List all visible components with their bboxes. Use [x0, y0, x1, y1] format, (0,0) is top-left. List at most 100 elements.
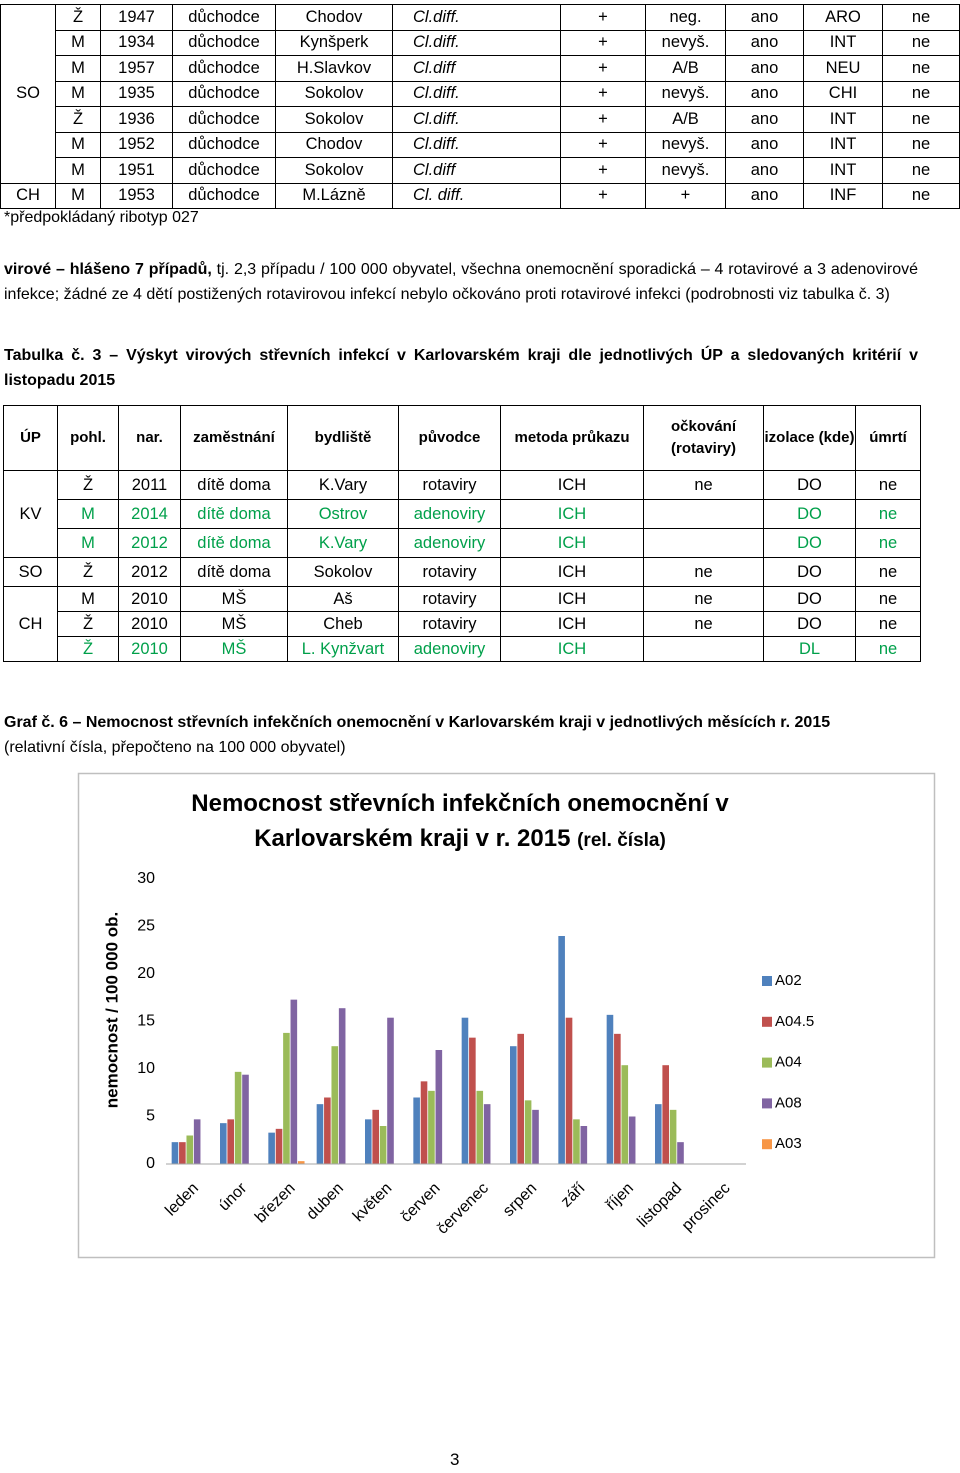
table-cell: ano	[725, 106, 804, 133]
bar	[435, 1050, 443, 1164]
chart-subtitle: (rel. čísla)	[577, 830, 666, 851]
bar	[179, 1142, 186, 1164]
legend-swatch	[762, 1057, 772, 1068]
table-cell: 1951	[100, 157, 173, 184]
legend-label: A04	[775, 1054, 802, 1071]
table-cell: ICH	[500, 528, 644, 558]
header-cell: očkování (rotaviry)	[643, 405, 764, 471]
bar	[614, 1033, 621, 1164]
y-tick-label: 15	[137, 1013, 155, 1030]
x-tick-label: únor	[216, 1179, 251, 1214]
table-cell: INT	[803, 131, 883, 158]
header-cell: úmrtí	[855, 405, 921, 471]
table-cell: ne	[855, 586, 921, 612]
table-row: M 1935 důchodce Sokolov Cl.diff. + nevyš. ano CH…	[1, 80, 960, 107]
table-row: Ž 2010 MŠ Cheb rotaviry ICH ne DO ne	[4, 611, 921, 637]
x-tick-label: duben	[303, 1180, 346, 1223]
table-cell: Ž	[55, 4, 101, 31]
x-tick-label: listopad	[634, 1180, 685, 1231]
table-cell: důchodce	[172, 80, 276, 107]
region-cell: SO	[3, 557, 58, 587]
x-tick-label: březen	[252, 1180, 299, 1227]
legend-label: A03	[775, 1135, 802, 1152]
table-cell: +	[560, 182, 646, 209]
x-tick-label: červenec	[434, 1180, 492, 1238]
table-cell: Cheb	[287, 611, 399, 637]
table-cell: +	[645, 182, 726, 209]
paragraph-bold: virové – hlášeno 7 případů,	[4, 261, 212, 278]
bar	[628, 1116, 636, 1164]
legend-swatch	[762, 1098, 772, 1109]
legend-label: A02	[775, 972, 802, 989]
table-cell	[643, 499, 764, 529]
table-cell: ne	[882, 182, 960, 209]
bar	[483, 1104, 491, 1164]
chart-frame	[77, 772, 936, 1259]
graph-caption-title: Graf č. 6 – Nemocnost střevních infekční…	[4, 714, 831, 731]
header-cell: pohl.	[57, 405, 119, 471]
graph-caption-note: (relativní čísla, přepočteno na 100 000 …	[4, 739, 346, 756]
table-cell: MŠ	[180, 636, 288, 662]
table-cell: Cl.diff.	[392, 106, 561, 133]
table-cell: nevyš.	[645, 29, 726, 56]
header-cell: původce	[398, 405, 501, 471]
y-tick-label: 20	[137, 965, 155, 982]
bar	[387, 1017, 394, 1164]
bar	[558, 936, 565, 1164]
bar	[234, 1071, 242, 1164]
bar	[186, 1135, 194, 1164]
legend-label: A04.5	[775, 1013, 814, 1030]
table-cell: DO	[763, 611, 856, 637]
table-cell: 2010	[118, 636, 181, 662]
bar	[662, 1065, 669, 1164]
table-cell: Cl.diff	[392, 157, 561, 184]
table-row: M 1934 důchodce Kynšperk Cl.diff. + nevyš. ano I…	[1, 29, 960, 56]
table-cell: Ž	[55, 106, 101, 133]
table-1: SO Ž 1947 důchodce Chodov Cl.diff. + neg. ano ARO…	[0, 4, 960, 209]
table-cell: dítě doma	[180, 499, 288, 529]
table-row: KV Ž 2011 dítě doma K.Vary rotaviry ICH ne DO ne	[3, 470, 921, 558]
table-cell: Sokolov	[287, 557, 399, 587]
table-cell: L. Kynžvart	[287, 636, 399, 662]
table-cell: neg.	[645, 4, 726, 31]
table-cell: 2014	[118, 499, 181, 529]
table-cell: Kynšperk	[275, 29, 393, 56]
footnote: *předpokládaný ribotyp 027	[4, 209, 199, 226]
bar	[242, 1074, 249, 1164]
region-cell: SO	[0, 4, 56, 184]
table-cell: 2010	[118, 586, 181, 612]
bar	[461, 1017, 469, 1164]
bar	[428, 1090, 435, 1164]
table-cell: ICH	[500, 611, 644, 637]
table-cell	[643, 636, 764, 662]
table-cell: M	[55, 80, 101, 107]
bar	[565, 1017, 573, 1164]
bar	[227, 1119, 234, 1164]
graph-caption: Graf č. 6 – Nemocnost střevních infekční…	[4, 710, 934, 760]
bar	[510, 1046, 517, 1164]
table-cell: Cl.diff	[392, 55, 561, 82]
table-cell: INF	[803, 182, 883, 209]
table-row: M 1951 důchodce Sokolov Cl.diff + nevyš. ano INT…	[1, 157, 960, 184]
table-row: M 2014 dítě doma Ostrov adenoviry ICH DO ne	[4, 499, 921, 529]
x-tick-label: září	[558, 1179, 589, 1210]
bar	[331, 1046, 339, 1164]
bar	[580, 1126, 588, 1164]
table-cell: 1953	[100, 182, 173, 209]
table-cell: 2011	[118, 470, 181, 500]
table-cell: +	[560, 131, 646, 158]
table-cell: dítě doma	[180, 528, 288, 558]
table-cell: A/B	[645, 55, 726, 82]
table-cell: ne	[882, 29, 960, 56]
table-row: SO Ž 2012 dítě doma Sokolov rotaviry ICH ne DO ne	[3, 557, 921, 587]
header-cell: bydliště	[287, 405, 399, 471]
table-cell: Cl. diff.	[392, 182, 561, 209]
table-cell: ano	[725, 131, 804, 158]
table-cell: ICH	[500, 470, 644, 500]
table-cell: rotaviry	[398, 557, 501, 587]
table-cell: M	[57, 586, 119, 612]
header-row: ÚP pohl. nar. zaměstnání bydliště původce meto…	[3, 405, 921, 471]
bar	[517, 1033, 524, 1164]
bar	[365, 1119, 372, 1164]
